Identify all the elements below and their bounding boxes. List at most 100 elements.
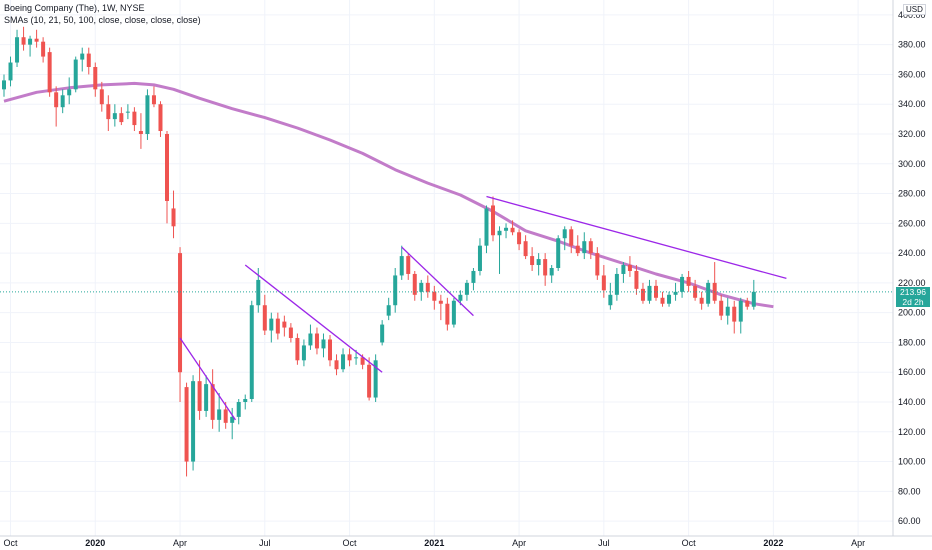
candle (86, 47, 91, 75)
candle-body (334, 360, 339, 370)
candle (15, 29, 20, 67)
trendline[interactable] (179, 337, 236, 421)
candle-body (647, 285, 652, 301)
candle-body (262, 305, 267, 331)
candle-body (328, 339, 332, 361)
candle-body (386, 305, 391, 316)
candles (2, 26, 756, 477)
candle-body (178, 253, 183, 373)
y-tick-label: 140.00 (898, 397, 926, 407)
candle (80, 47, 85, 72)
candle-body (275, 318, 280, 334)
candle-body (158, 104, 163, 132)
candle (328, 335, 332, 367)
candle-body (308, 333, 313, 346)
candle-body (360, 357, 365, 365)
candle-body (419, 282, 424, 292)
candle-body (288, 327, 293, 338)
candle (138, 113, 143, 149)
candle-body (236, 402, 241, 417)
candle (308, 324, 313, 350)
candle (249, 300, 254, 402)
candle (543, 253, 548, 286)
y-tick-label: 160.00 (898, 367, 926, 377)
candle (399, 245, 404, 280)
candle (197, 360, 202, 420)
candle (693, 279, 698, 301)
candle (8, 56, 13, 87)
candle (745, 297, 750, 310)
bar-countdown: 2d 2h (902, 296, 924, 307)
candle-body (660, 297, 665, 304)
candle-body (491, 205, 495, 236)
candle (562, 226, 567, 251)
candle (686, 270, 691, 292)
y-tick-label: 200.00 (898, 308, 926, 318)
candle-body (151, 95, 156, 105)
candle-body (28, 38, 33, 45)
candle-body (621, 265, 626, 274)
candle (334, 354, 339, 376)
candle (595, 247, 600, 280)
trendline[interactable] (486, 195, 787, 280)
candle (295, 333, 300, 365)
candle-body (54, 92, 59, 108)
candle (151, 86, 156, 108)
candle (556, 235, 561, 271)
candle (145, 89, 150, 140)
candle (614, 268, 619, 301)
candle-body (530, 256, 535, 266)
candle-body (706, 282, 711, 304)
candle (647, 279, 652, 304)
y-tick-label: 260.00 (898, 218, 926, 228)
candle-body (191, 381, 196, 462)
candle-body (686, 276, 691, 286)
candle (99, 81, 104, 112)
candle (504, 223, 509, 239)
candle-body (112, 113, 117, 120)
currency-label[interactable]: USD (903, 4, 926, 15)
time-axis[interactable]: Oct 2020 Apr Jul Oct 2021 Apr Jul Oct 2022 Apr (4, 538, 866, 548)
candle-body (125, 111, 130, 113)
candle-body (367, 364, 372, 398)
candle-body (693, 285, 698, 298)
candle (510, 220, 515, 236)
trendline[interactable] (244, 264, 383, 373)
y-tick-label: 120.00 (898, 427, 926, 437)
candle (523, 235, 528, 260)
price-axis[interactable]: 60.00 80.00 100.00 120.00 140.00 160.00 180.00… (898, 10, 926, 526)
y-tick-label: 180.00 (898, 337, 926, 347)
indicator-label[interactable]: SMAs (10, 21, 50, 100, close, close, clo… (4, 15, 201, 25)
candle (2, 74, 6, 97)
symbol-title[interactable]: Boeing Company (The), 1W, NYSE (4, 3, 145, 13)
candle-body (640, 288, 645, 301)
candle-body (138, 131, 143, 134)
candle-body (145, 95, 150, 134)
sma-line (3, 81, 774, 309)
candle-body (341, 354, 346, 370)
candle-body (667, 294, 672, 304)
candle (491, 196, 495, 242)
trendline[interactable] (401, 246, 474, 317)
candle-body (373, 360, 378, 398)
candle-body (556, 238, 561, 268)
candle (191, 375, 196, 471)
candle-body (719, 300, 724, 316)
candle-body (451, 300, 456, 325)
candle-body (745, 300, 750, 307)
candle-body (751, 291, 756, 307)
candle (517, 229, 522, 251)
candle-body (562, 229, 567, 239)
candle (530, 247, 535, 271)
candle-body (438, 300, 443, 304)
candle (751, 279, 756, 310)
x-tick-label: 2020 (85, 538, 105, 548)
y-tick-label: 300.00 (898, 159, 926, 169)
candle-body (314, 333, 319, 349)
candle (301, 339, 306, 367)
candle (93, 62, 98, 97)
candle-body (588, 241, 593, 254)
candle-body (47, 52, 52, 93)
candle-body (210, 384, 215, 420)
